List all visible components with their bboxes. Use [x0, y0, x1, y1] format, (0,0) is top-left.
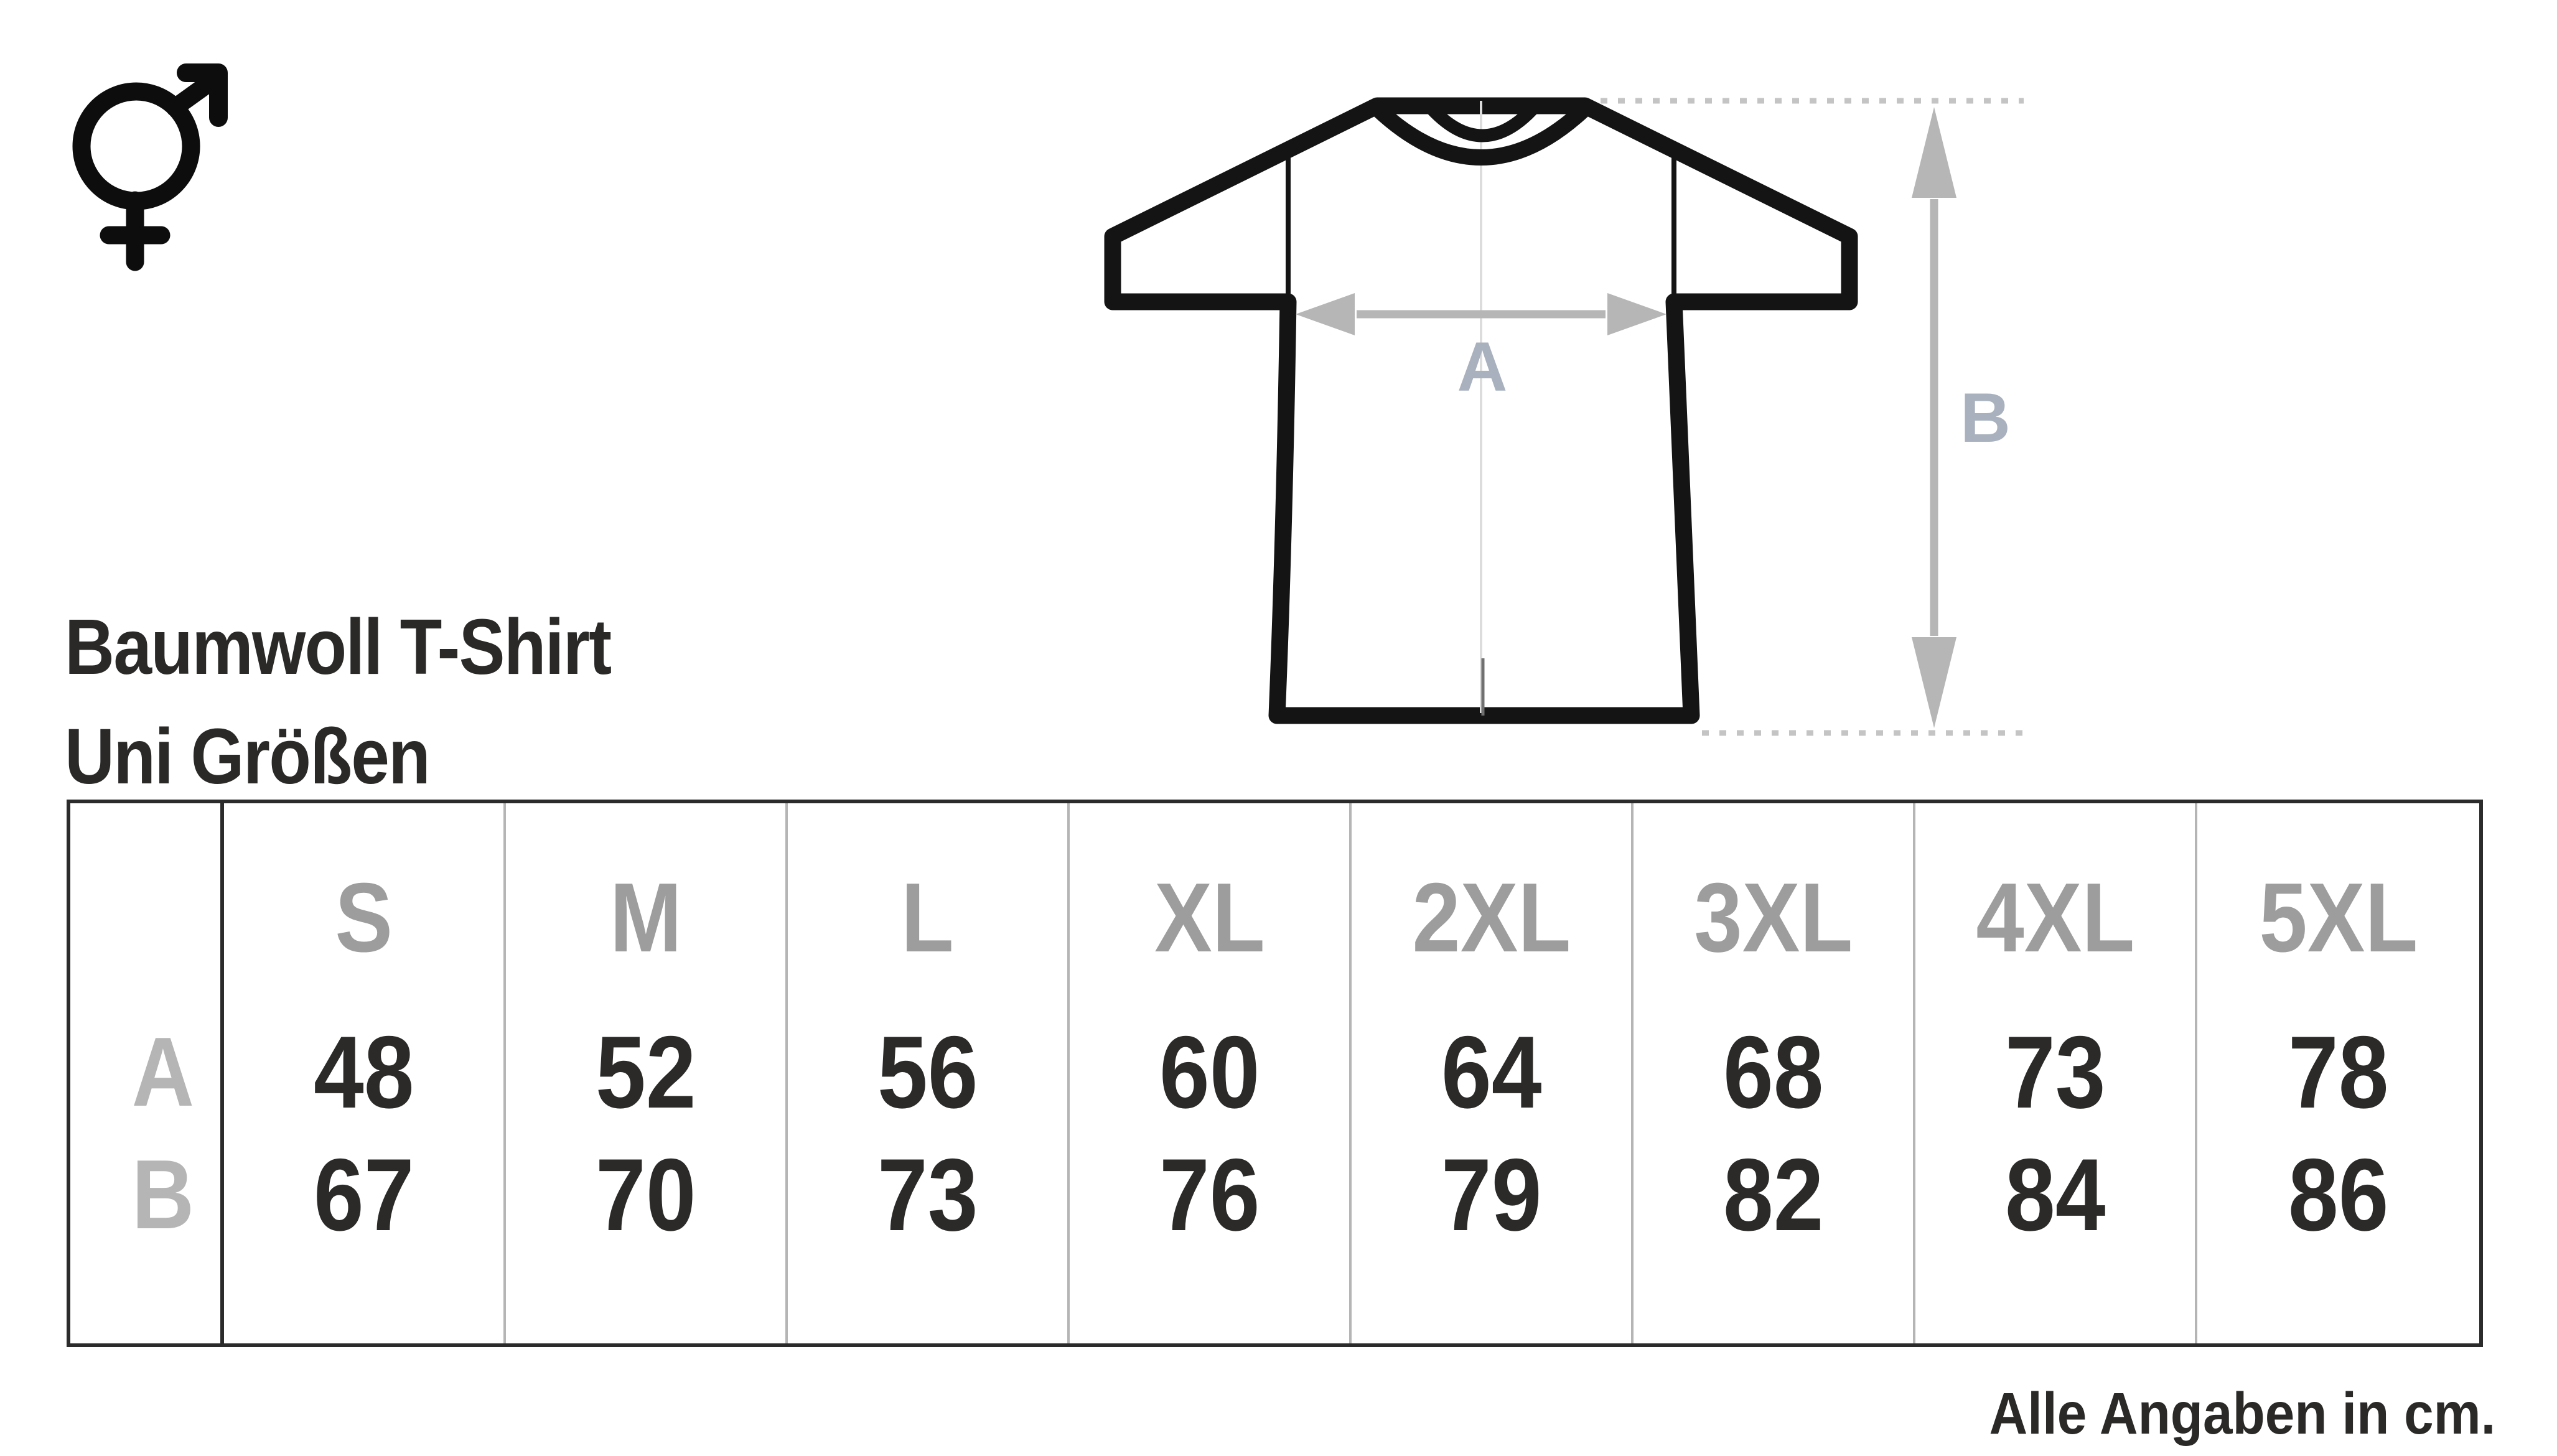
size-column-s: S 48 67 — [224, 803, 506, 1343]
table-cell-a: 78 — [2288, 1014, 2389, 1129]
size-column-2xl: 2XL 64 79 — [1352, 803, 1634, 1343]
collar-outer-arc — [1370, 101, 1592, 166]
male-arrow-head — [177, 63, 228, 127]
product-title: Baumwoll T-Shirt Uni Größen — [65, 592, 685, 811]
table-cell-b: 79 — [1441, 1137, 1542, 1252]
column-header: 3XL — [1693, 863, 1853, 973]
table-cell-a: 64 — [1441, 1014, 1542, 1129]
table-cell-b: 86 — [2288, 1137, 2389, 1252]
length-arrow-top-head — [1912, 107, 1956, 198]
table-cell-b: 73 — [877, 1137, 978, 1252]
size-column-xl: XL 60 76 — [1070, 803, 1352, 1343]
row-label-b-text: B — [131, 1140, 194, 1249]
table-cell-a: 52 — [595, 1014, 696, 1129]
column-header: XL — [1154, 863, 1265, 973]
gender-unisex-icon — [72, 63, 228, 271]
table-cell-b: 70 — [595, 1137, 696, 1252]
size-table: A B S 48 67 M 52 70 L 56 73 XL 60 76 2XL… — [67, 800, 2483, 1347]
table-cell-b: 76 — [1159, 1137, 1260, 1252]
tshirt-measurement-diagram: A B — [1104, 97, 2024, 736]
width-arrow-left-head — [1296, 293, 1355, 335]
row-label-b: B — [70, 1142, 220, 1248]
title-line-2: Uni Größen — [65, 712, 431, 800]
measure-a-label: A — [1457, 328, 1508, 406]
size-column-m: M 52 70 — [506, 803, 788, 1343]
table-cell-a: 56 — [877, 1014, 978, 1129]
column-header: M — [609, 863, 682, 973]
collar-inner-arc — [1426, 103, 1539, 142]
size-column-3xl: 3XL 68 82 — [1634, 803, 1915, 1343]
size-column-l: L 56 73 — [788, 803, 1070, 1343]
width-arrow-right-head — [1607, 293, 1666, 335]
column-header: 4XL — [1975, 863, 2135, 973]
table-cell-a: 68 — [1723, 1014, 1824, 1129]
table-cell-a: 60 — [1159, 1014, 1260, 1129]
row-label-column: A B — [70, 803, 224, 1343]
table-cell-b: 84 — [2004, 1137, 2106, 1252]
size-column-5xl: 5XL 78 86 — [2197, 803, 2479, 1343]
column-header: S — [335, 863, 393, 973]
table-cell-a: 48 — [313, 1014, 414, 1129]
title-line-1: Baumwoll T-Shirt — [65, 603, 612, 691]
measure-b-label: B — [1960, 379, 2011, 457]
length-arrow-bottom-head — [1912, 637, 1956, 728]
male-arrow-shaft — [166, 70, 224, 117]
table-cell-b: 67 — [313, 1137, 414, 1252]
table-cell-b: 82 — [1723, 1137, 1824, 1252]
units-note: Alle Angaben in cm. — [1989, 1381, 2495, 1447]
table-cell-a: 73 — [2004, 1014, 2106, 1129]
row-label-a-text: A — [131, 1017, 194, 1127]
column-header: L — [901, 863, 954, 973]
size-column-4xl: 4XL 73 84 — [1915, 803, 2197, 1343]
column-header: 2XL — [1411, 863, 1571, 973]
row-label-a: A — [70, 1019, 220, 1125]
column-header: 5XL — [2258, 863, 2418, 973]
